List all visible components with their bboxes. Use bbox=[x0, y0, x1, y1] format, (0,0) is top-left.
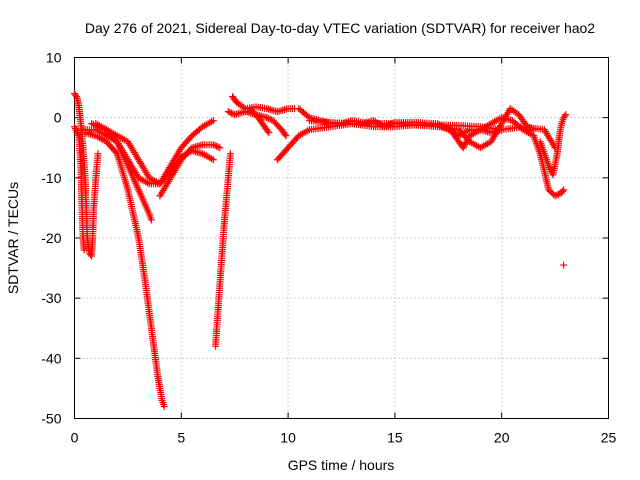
data-point-track-7 bbox=[214, 143, 222, 151]
data-point-track-10 bbox=[224, 108, 232, 116]
data-point-track-4 bbox=[160, 402, 168, 410]
data-point-track-6 bbox=[209, 117, 217, 125]
data-point-track-2 bbox=[80, 246, 88, 254]
data-point-track-15 bbox=[553, 191, 561, 199]
x-tick-label: 5 bbox=[177, 430, 185, 446]
data-point-track-1 bbox=[72, 91, 80, 99]
data-point-outlier bbox=[560, 261, 568, 269]
x-tick-label: 20 bbox=[494, 430, 510, 446]
x-axis-title: GPS time / hours bbox=[288, 457, 395, 473]
data-point-track-3 bbox=[209, 156, 217, 164]
y-tick-label: -40 bbox=[41, 350, 61, 366]
data-point-track-14 bbox=[498, 126, 506, 134]
data-point-track-10 bbox=[266, 115, 274, 123]
data-point-track-13 bbox=[530, 126, 538, 134]
data-point-track-7 bbox=[211, 141, 219, 149]
data-point-track-7 bbox=[213, 142, 221, 150]
data-point-track-10 bbox=[227, 109, 235, 117]
data-point-track-15 bbox=[548, 189, 556, 197]
data-point-track-1 bbox=[94, 150, 102, 158]
data-point-track-11 bbox=[249, 108, 257, 116]
data-point-track-11 bbox=[247, 106, 255, 114]
data-point-track-11 bbox=[265, 129, 273, 137]
x-tick-label: 10 bbox=[280, 430, 296, 446]
chart-title: Day 276 of 2021, Sidereal Day-to-day VTE… bbox=[85, 20, 595, 36]
data-point-track-15 bbox=[560, 186, 568, 194]
y-tick-label: 10 bbox=[46, 50, 62, 66]
y-tick-label: -30 bbox=[41, 290, 61, 306]
data-point-track-10 bbox=[264, 114, 272, 122]
data-point-track-7 bbox=[209, 141, 217, 149]
y-tick-label: -20 bbox=[41, 230, 61, 246]
data-point-track-10 bbox=[226, 108, 234, 116]
y-tick-label: -50 bbox=[41, 411, 61, 427]
data-points bbox=[71, 90, 570, 410]
y-tick-labels: -50 -40 -30 -20 -10 0 10 bbox=[41, 50, 61, 427]
data-point-track-15 bbox=[551, 192, 559, 200]
data-point-track-16 bbox=[562, 111, 570, 119]
x-tick-labels: 0 5 10 15 20 25 bbox=[71, 430, 617, 446]
data-point-track-7 bbox=[216, 144, 224, 152]
y-tick-label: -10 bbox=[41, 170, 61, 186]
data-point-track-16 bbox=[561, 112, 569, 120]
data-point-track-15 bbox=[554, 190, 562, 198]
data-point-track-10 bbox=[282, 132, 290, 140]
data-point-track-10 bbox=[263, 114, 271, 122]
data-point-track-13 bbox=[523, 123, 531, 131]
y-tick-label: 0 bbox=[54, 110, 62, 126]
data-point-track-8 bbox=[226, 150, 234, 158]
data-point-track-11 bbox=[264, 127, 272, 135]
plot-frame bbox=[74, 57, 609, 419]
x-tick-label: 25 bbox=[601, 430, 617, 446]
data-point-track-15 bbox=[545, 186, 553, 194]
data-point-track-11 bbox=[246, 105, 254, 113]
y-axis-title: SDTVAR / TECUs bbox=[5, 182, 21, 294]
x-tick-label: 15 bbox=[387, 430, 403, 446]
data-point-track-15 bbox=[559, 187, 567, 195]
x-tick-label: 0 bbox=[71, 430, 79, 446]
data-point-track-15 bbox=[546, 187, 554, 195]
data-point-track-10 bbox=[281, 130, 289, 138]
data-point-track-5 bbox=[147, 216, 155, 224]
